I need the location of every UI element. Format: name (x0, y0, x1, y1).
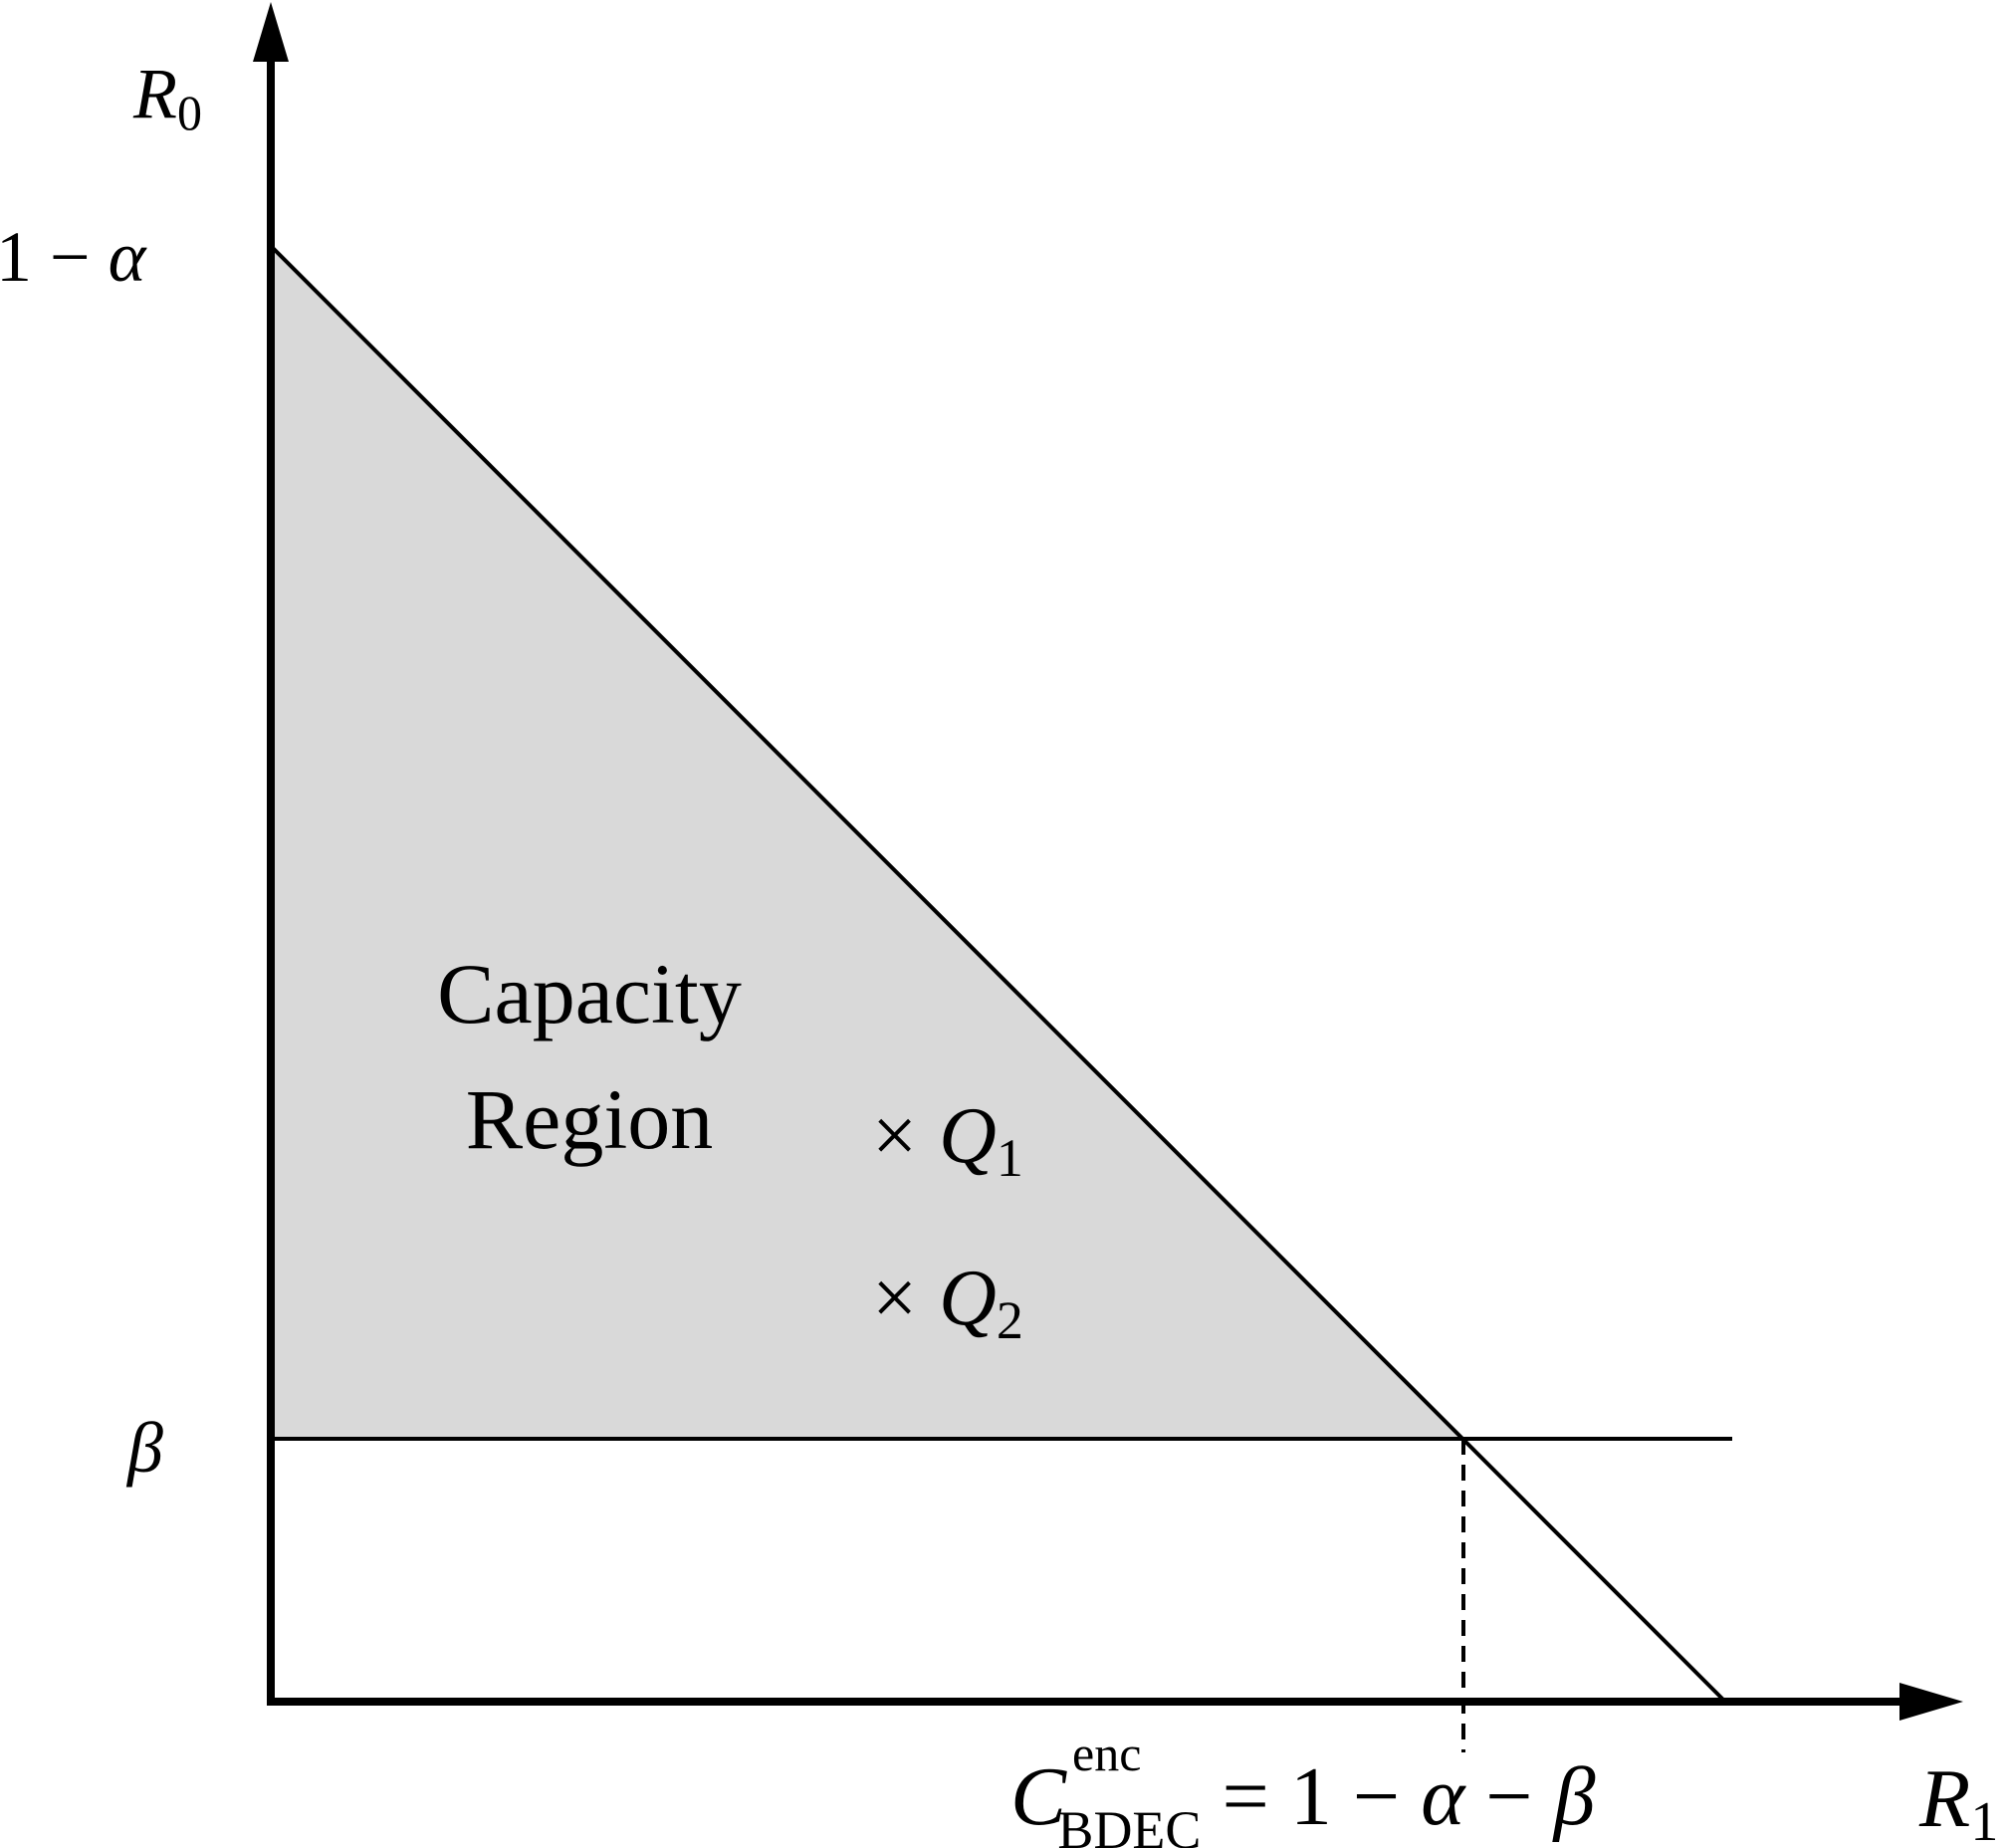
point-q2-mark: × (872, 1255, 917, 1342)
x-tick-cap-base: C (1010, 1750, 1067, 1843)
y-axis-label-sub: 0 (177, 85, 202, 140)
y-tick-prefix: 1 − (0, 217, 109, 297)
y-axis-arrowhead (253, 2, 289, 62)
x-axis-label: R1 (1918, 1752, 1998, 1848)
x-tick-cap-beta: β (1552, 1750, 1596, 1843)
y-axis-label-base: R (132, 54, 177, 133)
x-tick-cap-sup: enc (1072, 1726, 1141, 1781)
point-q1-sub: 1 (997, 1128, 1023, 1188)
x-tick-cap-alpha: α (1421, 1750, 1466, 1843)
region-label-line2: Region (466, 1071, 713, 1167)
y-tick-alpha: α (109, 217, 147, 297)
y-axis-label: R0 (132, 54, 202, 140)
x-axis-arrowhead (1899, 1683, 1963, 1721)
x-tick-cap-eq: = 1 − (1201, 1750, 1421, 1843)
x-tick-cap-minus: − (1464, 1750, 1553, 1843)
y-tick-one-minus-alpha: 1 − α (0, 217, 147, 297)
sum-rate-boundary-line (269, 244, 1727, 1704)
point-q2: × Q2 (872, 1255, 1023, 1350)
point-q1-base: Q (939, 1092, 997, 1180)
point-q2-base: Q (939, 1255, 997, 1342)
y-tick-beta: β (125, 1408, 163, 1488)
point-q1: × Q1 (872, 1092, 1023, 1188)
point-q2-sub: 2 (997, 1290, 1023, 1350)
region-label-line1: Capacity (437, 946, 742, 1041)
x-tick-cap-sub: BDEC (1057, 1800, 1201, 1848)
x-axis-label-base: R (1918, 1752, 1970, 1845)
point-q1-mark: × (872, 1092, 917, 1180)
x-axis-label-sub: 1 (1970, 1791, 1998, 1848)
